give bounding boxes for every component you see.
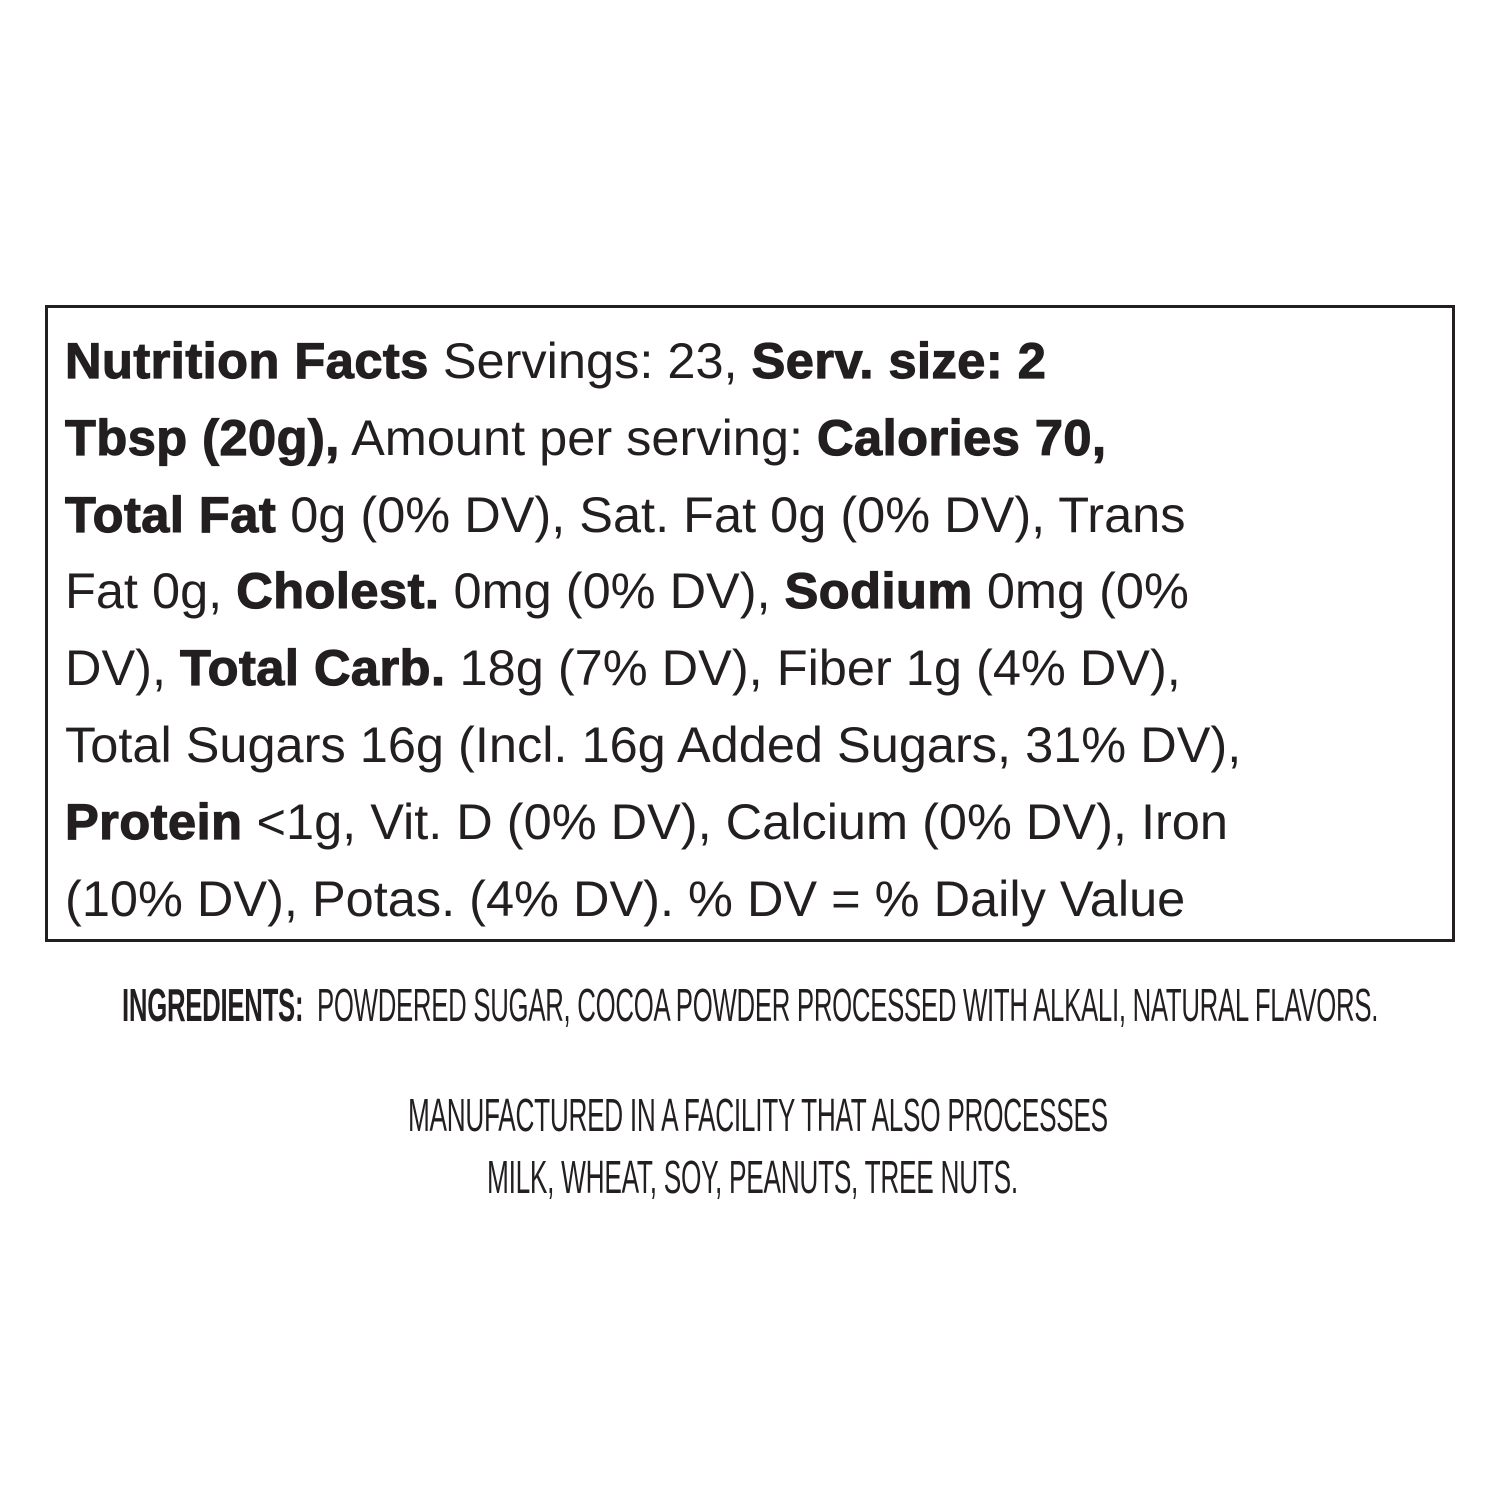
nutrient-value: DV),: [65, 639, 181, 697]
nutrition-line: (10% DV), Potas. (4% DV). % DV = % Daily…: [65, 873, 1185, 925]
nutrition-line: Nutrition Facts Servings: 23, Serv. size…: [64, 335, 1046, 387]
nutrient-label: Total Carb.: [179, 639, 446, 697]
nutrient-value: Amount per serving:: [339, 408, 818, 466]
ingredients-label: INGREDIENTS:: [122, 979, 304, 1031]
nutrition-line: Total Fat 0g (0% DV), Sat. Fat 0g (0% DV…: [64, 488, 1185, 541]
nutrient-value: 0mg (0%: [972, 562, 1189, 620]
nutrient-value: <1g, Vit. D (0% DV), Calcium (0% DV), Ir…: [242, 792, 1228, 850]
nutrient-label: Sodium: [784, 562, 973, 620]
nutrient-value: 0mg (0% DV),: [439, 562, 785, 620]
ingredients-text: POWDERED SUGAR, COCOA POWDER PROCESSED W…: [317, 979, 1379, 1031]
nutrient-label: Cholest.: [236, 562, 440, 620]
nutrient-label: Tbsp (20g),: [64, 408, 340, 466]
allergen-statement-line2: MILK, WHEAT, SOY, PEANUTS, TREE NUTS.: [487, 1151, 1018, 1203]
nutrition-line: Tbsp (20g), Amount per serving: Calories…: [64, 411, 1106, 464]
nutrition-line: Fat 0g, Cholest. 0mg (0% DV), Sodium 0mg…: [65, 565, 1189, 617]
nutrient-label: Serv. size: 2: [751, 332, 1047, 389]
nutrition-line: Total Sugars 16g (Incl. 16g Added Sugars…: [65, 719, 1241, 771]
nutrient-label: Total Fat: [64, 485, 277, 543]
nutrient-label: Protein: [64, 792, 243, 850]
nutrient-label: Calories 70,: [816, 408, 1107, 466]
ingredients-statement: INGREDIENTS: POWDERED SUGAR, COCOA POWDE…: [122, 982, 1378, 1028]
nutrient-value: (10% DV), Potas. (4% DV). % DV = % Daily…: [65, 869, 1186, 927]
nutrient-value: 18g (7% DV), Fiber 1g (4% DV),: [445, 639, 1181, 697]
nutrient-label: Nutrition Facts: [64, 332, 429, 389]
nutrition-facts-panel: Nutrition Facts Servings: 23, Serv. size…: [45, 305, 1455, 942]
nutrient-value: Servings: 23,: [428, 332, 752, 389]
nutrient-value: Fat 0g,: [65, 562, 237, 620]
nutrition-line: DV), Total Carb. 18g (7% DV), Fiber 1g (…: [65, 642, 1181, 694]
nutrient-value: 0g (0% DV), Sat. Fat 0g (0% DV), Trans: [276, 485, 1186, 543]
nutrient-value: Total Sugars 16g (Incl. 16g Added Sugars…: [65, 716, 1242, 773]
nutrition-line: Protein <1g, Vit. D (0% DV), Calcium (0%…: [64, 795, 1228, 848]
allergen-statement-line1: MANUFACTURED IN A FACILITY THAT ALSO PRO…: [408, 1089, 1108, 1141]
